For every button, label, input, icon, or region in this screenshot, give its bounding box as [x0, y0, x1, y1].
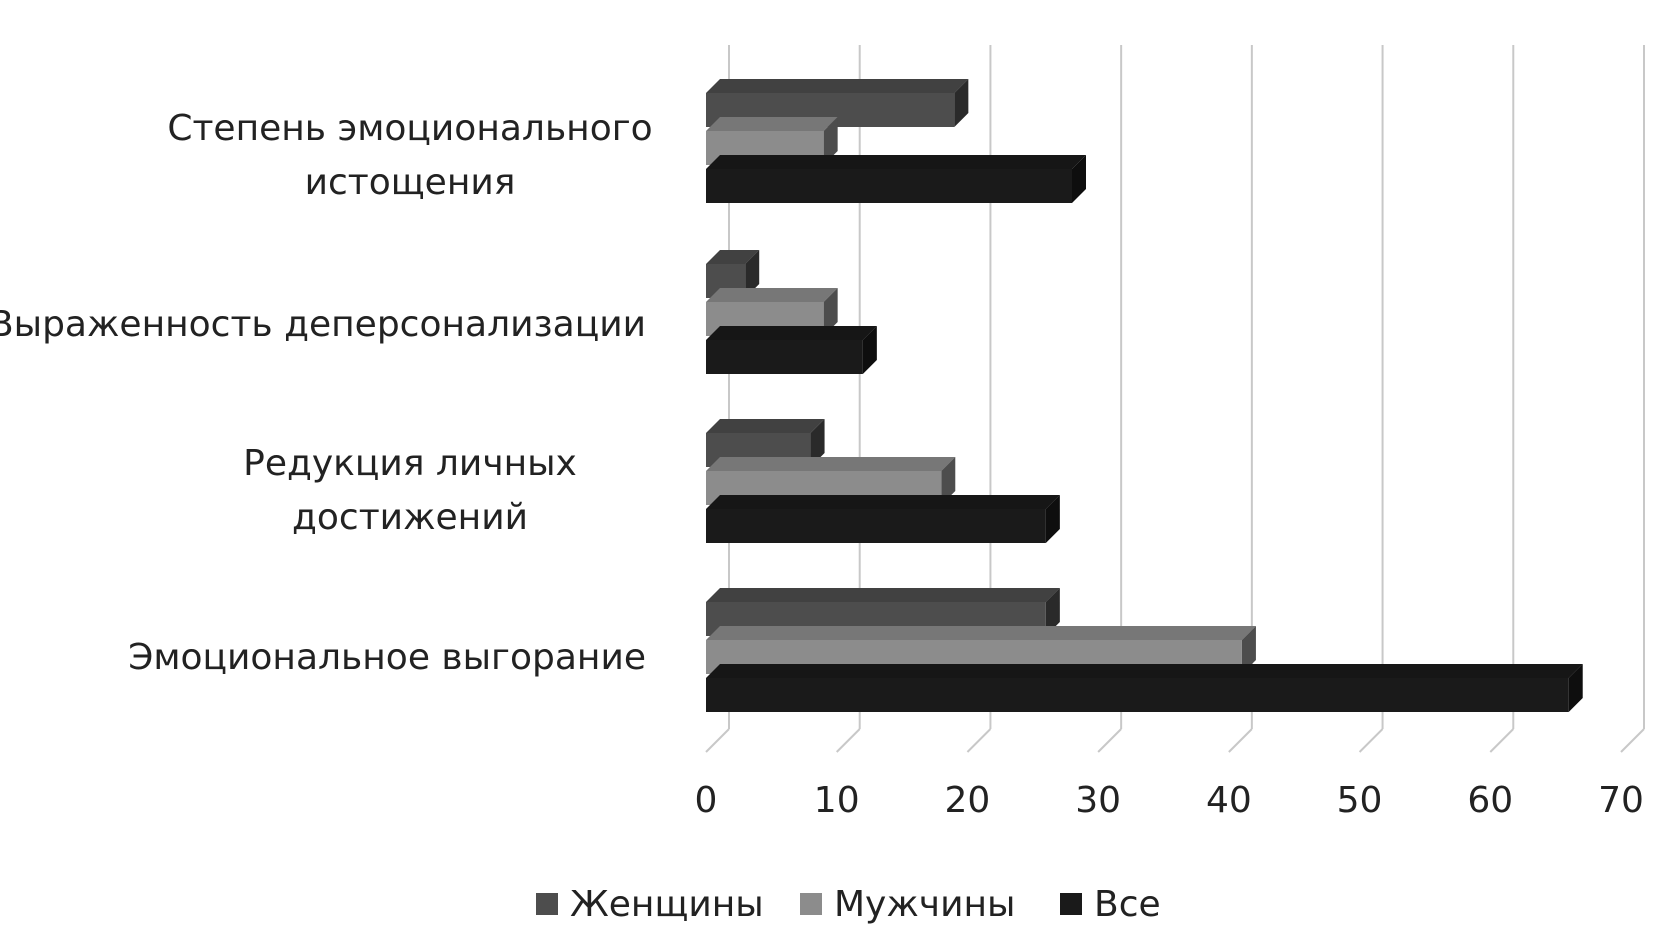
- category-label: Выраженность деперсонализации: [0, 304, 646, 345]
- bar: [706, 664, 1583, 712]
- bar-side-face: [823, 288, 838, 336]
- bar-top-face: [706, 288, 838, 302]
- floor-line: [705, 728, 730, 753]
- bar-top-face: [706, 626, 1256, 640]
- legend-label: Все: [1094, 884, 1161, 925]
- bar-top-face: [706, 155, 1086, 169]
- category-label-line: Степень эмоционального: [167, 108, 652, 149]
- legend-item: Женщины: [536, 884, 764, 925]
- bar-side-face: [954, 79, 969, 127]
- y-axis-labels: Степень эмоционального истощения Выраженно…: [0, 108, 653, 678]
- bar-side-face: [823, 117, 838, 165]
- bar-front-face: [706, 678, 1569, 712]
- x-tick-label: 40: [1206, 780, 1252, 821]
- legend-swatch: [536, 893, 558, 915]
- legend-item: Мужчины: [800, 884, 1015, 925]
- bar-side-face: [1568, 664, 1583, 712]
- x-tick-label: 60: [1467, 780, 1513, 821]
- bar-top-face: [706, 326, 877, 340]
- bar-side-face: [1045, 495, 1060, 543]
- bars: [706, 79, 1583, 712]
- bar: [706, 155, 1086, 203]
- category-label: Эмоциональное выгорание: [128, 637, 646, 678]
- category-label-line: Эмоциональное выгорание: [128, 637, 646, 678]
- bar-side-face: [1045, 588, 1060, 636]
- bar-top-face: [706, 664, 1583, 678]
- floor-line: [1358, 728, 1384, 753]
- legend-swatch: [800, 893, 822, 915]
- x-tick-label: 30: [1075, 780, 1121, 821]
- bar: [706, 326, 877, 374]
- floor-line: [966, 728, 992, 753]
- bar-top-face: [706, 419, 825, 433]
- bar-top-face: [706, 588, 1060, 602]
- category-label-line: Выраженность деперсонализации: [0, 304, 646, 345]
- bar-side-face: [862, 326, 877, 374]
- bar-top-face: [706, 117, 838, 131]
- bar-front-face: [706, 169, 1072, 203]
- bar-front-face: [706, 509, 1046, 543]
- category-label: Степень эмоционального истощения: [167, 108, 652, 203]
- bar-front-face: [706, 340, 863, 374]
- category-label-line: истощения: [305, 162, 516, 203]
- legend: Женщины Мужчины Все: [536, 884, 1161, 925]
- x-tick-label: 10: [814, 780, 860, 821]
- legend-item: Все: [1060, 884, 1161, 925]
- floor-line: [836, 728, 861, 753]
- x-tick-label: 70: [1598, 780, 1644, 821]
- legend-swatch: [1060, 893, 1082, 915]
- bar-side-face: [941, 457, 956, 505]
- category-label-line: Редукция личных: [243, 443, 577, 484]
- x-tick-label: 20: [945, 780, 991, 821]
- bar-side-face: [1241, 626, 1256, 674]
- bar-top-face: [706, 79, 969, 93]
- bar-top-face: [706, 495, 1060, 509]
- bar-top-face: [706, 250, 760, 264]
- floor-line: [1489, 728, 1514, 753]
- x-tick-label: 50: [1337, 780, 1383, 821]
- x-tick-label: 0: [695, 780, 718, 821]
- legend-label: Мужчины: [834, 884, 1015, 925]
- floor-line: [1097, 728, 1122, 753]
- bar-top-face: [706, 457, 956, 471]
- x-axis-ticks: 0 10 20 30 40 50 60 70: [695, 780, 1644, 821]
- bar-side-face: [1072, 155, 1086, 203]
- floor-line: [1228, 728, 1253, 753]
- floor: [705, 728, 1645, 753]
- bar-side-face: [745, 250, 760, 298]
- bar-side-face: [810, 419, 825, 467]
- floor-line: [1620, 728, 1645, 753]
- bar: [706, 495, 1060, 543]
- category-label: Редукция личных достижений: [243, 443, 577, 538]
- category-label-line: достижений: [292, 497, 528, 538]
- bar: [706, 250, 760, 298]
- legend-label: Женщины: [570, 884, 764, 925]
